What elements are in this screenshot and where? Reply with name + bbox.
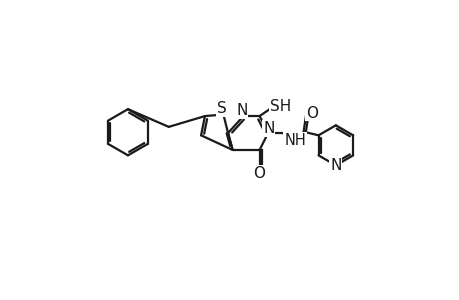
Text: SH: SH (269, 99, 291, 114)
Text: O: O (253, 166, 265, 181)
Text: NH: NH (284, 133, 305, 148)
Text: S: S (217, 101, 226, 116)
Text: N: N (236, 103, 247, 118)
Text: O: O (305, 106, 317, 121)
Text: N: N (330, 158, 341, 173)
Text: N: N (263, 121, 274, 136)
